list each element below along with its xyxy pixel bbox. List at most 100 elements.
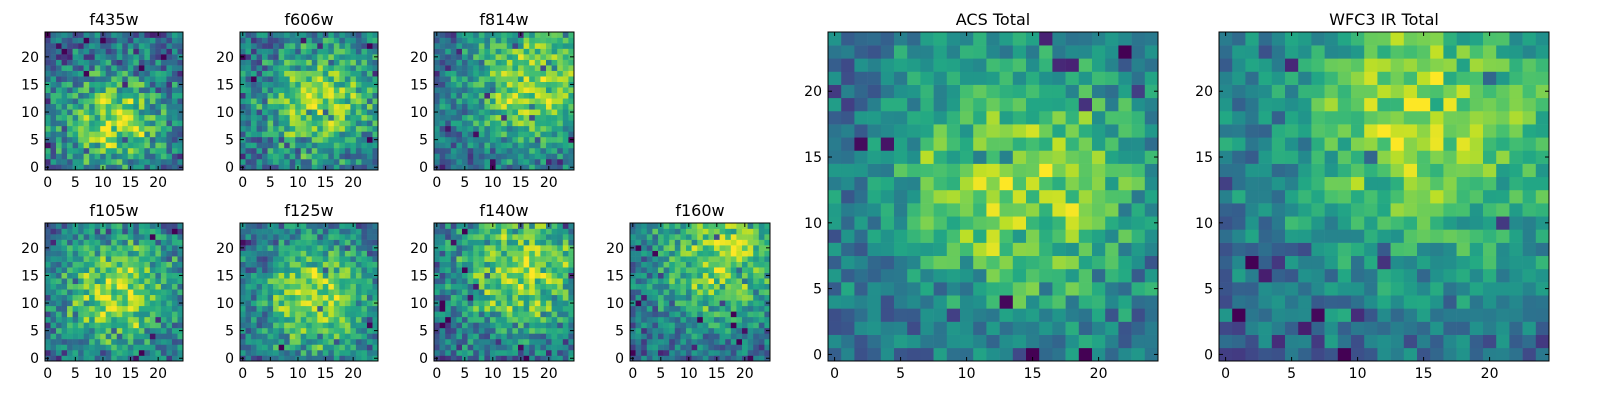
heatmap-cell bbox=[289, 114, 296, 121]
heatmap-cell bbox=[568, 48, 575, 55]
heatmap-cell bbox=[67, 59, 73, 66]
heatmap-cell bbox=[742, 344, 748, 351]
heatmap-cell bbox=[251, 65, 257, 71]
heatmap-cell bbox=[127, 300, 134, 307]
heatmap-cell bbox=[434, 250, 440, 257]
heatmap-cell bbox=[262, 355, 268, 362]
heatmap-cell bbox=[686, 250, 692, 257]
heatmap-cell bbox=[540, 54, 547, 60]
y-tick-label: 10 bbox=[21, 296, 39, 312]
heatmap-cell bbox=[534, 114, 541, 121]
heatmap-cell bbox=[439, 125, 446, 132]
heatmap-cell bbox=[933, 176, 948, 191]
heatmap-cell bbox=[306, 234, 313, 240]
heatmap-cell bbox=[529, 234, 536, 240]
heatmap-cell bbox=[439, 43, 446, 49]
heatmap-cell bbox=[439, 250, 446, 257]
heatmap-cell bbox=[456, 223, 463, 229]
heatmap-cell bbox=[534, 239, 541, 246]
heatmap-cell bbox=[462, 81, 468, 88]
heatmap-cell bbox=[366, 305, 373, 312]
heatmap-cell bbox=[171, 98, 178, 105]
heatmap-cell bbox=[467, 103, 474, 110]
heatmap-cell bbox=[160, 311, 167, 318]
heatmap-cell bbox=[72, 300, 79, 307]
heatmap-cell bbox=[105, 234, 112, 240]
heatmap-cell bbox=[295, 305, 302, 312]
heatmap-cell bbox=[484, 120, 491, 127]
heatmap-cell bbox=[317, 261, 324, 268]
heatmap-cell bbox=[245, 87, 252, 94]
heatmap-cell bbox=[439, 81, 446, 88]
heatmap-cell bbox=[267, 316, 274, 323]
heatmap-cell bbox=[350, 153, 357, 160]
heatmap-cell bbox=[1052, 229, 1066, 243]
heatmap-cell bbox=[495, 54, 502, 60]
heatmap-cell bbox=[127, 327, 134, 334]
heatmap-cell bbox=[445, 59, 452, 66]
heatmap-cell bbox=[708, 223, 715, 229]
heatmap-cell bbox=[534, 81, 541, 88]
heatmap-cell bbox=[512, 125, 519, 132]
heatmap-cell bbox=[736, 355, 743, 362]
heatmap-cell bbox=[267, 114, 274, 121]
heatmap-cell bbox=[960, 203, 974, 217]
heatmap-cell bbox=[133, 283, 140, 290]
heatmap-cell bbox=[67, 278, 73, 285]
heatmap-cell bbox=[333, 114, 340, 121]
heatmap-cell bbox=[111, 311, 118, 318]
heatmap-cell bbox=[450, 289, 457, 296]
heatmap-cell bbox=[501, 338, 508, 345]
heatmap-cell bbox=[663, 316, 670, 323]
heatmap-cell bbox=[273, 349, 279, 356]
heatmap-cell bbox=[160, 43, 167, 49]
heatmap-cell bbox=[557, 349, 564, 356]
heatmap-cell bbox=[317, 272, 324, 279]
heatmap-cell bbox=[155, 59, 162, 66]
heatmap-cell bbox=[1078, 176, 1093, 191]
heatmap-cell bbox=[267, 250, 274, 257]
heatmap-cell bbox=[462, 234, 468, 240]
heatmap-cell bbox=[546, 98, 552, 105]
heatmap-cell bbox=[880, 347, 895, 362]
heatmap-cell bbox=[501, 142, 508, 149]
heatmap-cell bbox=[78, 76, 84, 82]
heatmap-cell bbox=[267, 54, 274, 60]
heatmap-cell bbox=[641, 267, 648, 273]
heatmap-cell bbox=[562, 256, 569, 262]
heatmap-cell bbox=[256, 98, 263, 105]
heatmap-cell bbox=[67, 228, 73, 235]
heatmap-cell bbox=[450, 316, 457, 323]
heatmap-cell bbox=[111, 261, 118, 268]
heatmap-cell bbox=[467, 272, 474, 279]
heatmap-cell bbox=[478, 338, 485, 345]
heatmap-cell bbox=[568, 228, 575, 235]
heatmap-cell bbox=[61, 272, 68, 279]
heatmap-cell bbox=[473, 142, 480, 149]
heatmap-cell bbox=[669, 311, 676, 318]
heatmap-cell bbox=[300, 245, 307, 251]
heatmap-cell bbox=[467, 294, 474, 301]
heatmap-cell bbox=[262, 316, 268, 323]
heatmap-cell bbox=[512, 305, 519, 312]
heatmap-cell bbox=[907, 334, 921, 349]
heatmap-cell bbox=[484, 294, 491, 301]
y-tick-label: 20 bbox=[216, 50, 234, 66]
heatmap-cell bbox=[372, 142, 379, 149]
heatmap-cell bbox=[680, 294, 687, 301]
heatmap-cell bbox=[946, 347, 961, 362]
heatmap-cell bbox=[306, 164, 313, 171]
heatmap-cell bbox=[1039, 176, 1053, 191]
heatmap-cell bbox=[841, 308, 855, 322]
heatmap-cell bbox=[484, 70, 491, 77]
heatmap-cell bbox=[439, 349, 446, 356]
heatmap-cell bbox=[78, 59, 84, 66]
heatmap-cell bbox=[171, 294, 178, 301]
heatmap-cell bbox=[355, 261, 362, 268]
heatmap-cell bbox=[262, 54, 268, 60]
heatmap-cell bbox=[262, 223, 268, 229]
heatmap-cell bbox=[467, 305, 474, 312]
heatmap-cell bbox=[366, 164, 373, 171]
heatmap-cell bbox=[518, 81, 524, 88]
heatmap-cell bbox=[495, 43, 502, 49]
